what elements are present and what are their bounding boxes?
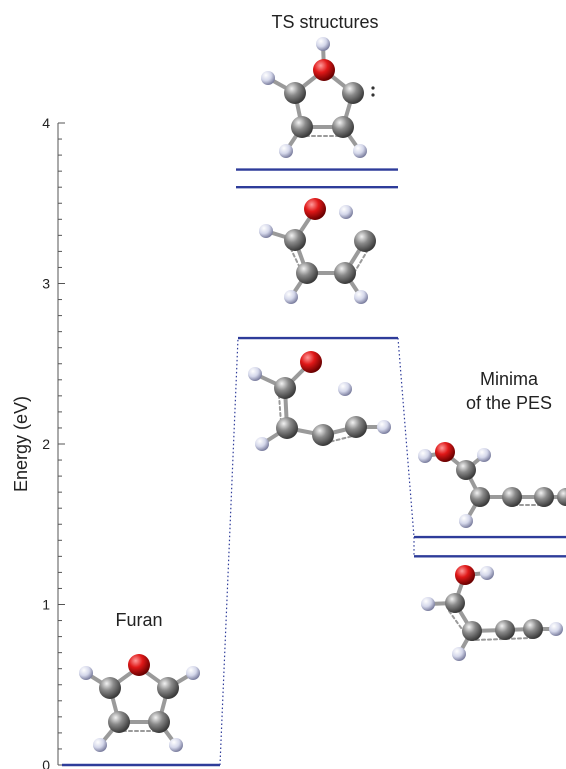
molecule-furan (79, 654, 200, 752)
label-furan: Furan (115, 610, 162, 630)
molecule-ts-open (259, 198, 376, 304)
y-tick-label: 4 (42, 115, 50, 131)
y-tick-label: 2 (42, 436, 50, 452)
y-axis-label: Energy (eV) (11, 396, 31, 492)
connector-ts-to-minimum-1 (397, 338, 415, 538)
molecule-ts-chain (248, 351, 391, 451)
connector-lines (219, 338, 415, 766)
molecule-minimum-2 (421, 565, 563, 661)
connector-furan-to-ts (219, 338, 239, 766)
y-tick-label: 3 (42, 276, 50, 292)
molecule-ts-ring (261, 37, 375, 158)
label-minima-line1: Minima (480, 369, 539, 389)
y-tick-label: 0 (42, 757, 50, 769)
energy-levels (62, 168, 566, 767)
y-tick-label: 1 (42, 597, 50, 613)
label-ts-structures: TS structures (271, 12, 378, 32)
y-axis: 0 1 2 3 4 (42, 115, 65, 769)
molecule-minimum-1 (418, 442, 566, 528)
label-minima-line2: of the PES (466, 393, 552, 413)
